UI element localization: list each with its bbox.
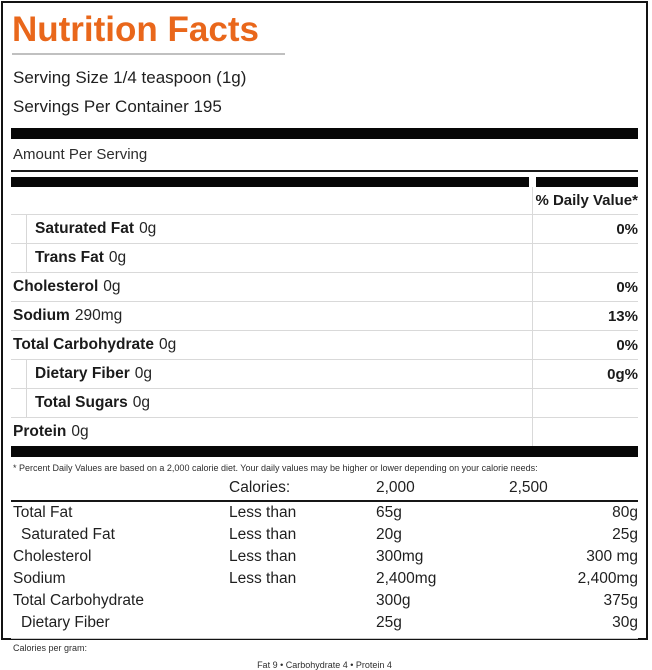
amount-per-serving-label: Amount Per Serving: [13, 146, 148, 163]
nutrient-daily-value: 0%: [532, 273, 638, 301]
nutrient-daily-value: 13%: [532, 302, 638, 330]
reference-row-total-carbohydrate: Total Carbohydrate 300g 375g: [13, 592, 638, 609]
reference-row-saturated-fat: Saturated Fat Less than 20g 25g: [21, 526, 638, 543]
nutrient-row-sodium: Sodium 290mg 13%: [11, 301, 638, 330]
daily-value-header-row: % Daily Value*: [11, 187, 638, 214]
nutrient-name: Saturated Fat: [35, 220, 135, 237]
nutrient-name: Total Carbohydrate: [13, 336, 154, 353]
col-2500-header: 2,500: [509, 479, 548, 496]
nutrient-name: Sodium: [13, 307, 70, 324]
nutrient-daily-value: 0%: [532, 215, 638, 243]
reference-row-dietary-fiber: Dietary Fiber 25g 30g: [21, 614, 638, 631]
nutrient-daily-value: 0g%: [532, 360, 638, 388]
reference-row-cholesterol: Cholesterol Less than 300mg 300 mg: [13, 548, 638, 565]
separator-bar-gap: [529, 177, 536, 187]
nutrient-amount: 0g: [108, 249, 127, 266]
nutrient-row-trans-fat: Trans Fat 0g: [11, 243, 638, 272]
nutrient-amount: 0g: [132, 394, 150, 411]
nutrient-amount: 0g: [103, 278, 121, 295]
page-title: Nutrition Facts: [12, 10, 259, 49]
reference-row-total-fat: Total Fat Less than 65g 80g: [13, 504, 638, 521]
nutrient-row-cholesterol: Cholesterol 0g 0%: [11, 272, 638, 301]
nutrient-row-dietary-fiber: Dietary Fiber 0g 0g%: [11, 359, 638, 388]
nutrient-daily-value: [532, 244, 638, 272]
calories-per-gram-values: Fat 9 • Carbohydrate 4 • Protein 4: [257, 660, 392, 670]
title-underline: [12, 53, 285, 55]
nutrient-row-protein: Protein 0g: [11, 417, 638, 446]
daily-value-header: % Daily Value*: [532, 187, 638, 214]
nutrient-daily-value: 0%: [532, 331, 638, 359]
calories-per-gram-divider: [11, 638, 638, 639]
nutrient-row-total-carbohydrate: Total Carbohydrate 0g 0%: [11, 330, 638, 359]
nutrient-daily-value: [532, 389, 638, 417]
nutrient-row-total-sugars: Total Sugars 0g: [11, 388, 638, 417]
serving-size-text: Serving Size 1/4 teaspoon (1g): [13, 68, 247, 87]
separator-bar-bottom: [11, 446, 638, 457]
nutrient-name: Dietary Fiber: [35, 365, 130, 382]
reference-row-sodium: Sodium Less than 2,400mg 2,400mg: [13, 570, 638, 587]
nutrient-amount: 290mg: [74, 307, 123, 324]
servings-per-container-text: Servings Per Container 195: [13, 97, 222, 116]
nutrient-amount: 0g: [139, 220, 157, 237]
nutrient-amount: 0g: [134, 365, 153, 382]
col-2000-header: 2,000: [376, 479, 415, 496]
thin-divider: [11, 170, 638, 172]
nutrient-name: Trans Fat: [35, 249, 104, 266]
reference-table-header-line: [11, 500, 638, 502]
reference-table-header: Calories: 2,000 2,500: [11, 476, 638, 500]
nutrient-amount: 0g: [71, 423, 89, 440]
nutrient-name: Protein: [13, 423, 67, 440]
nutrient-name: Total Sugars: [35, 394, 128, 411]
daily-value-footnote: * Percent Daily Values are based on a 2,…: [13, 463, 538, 473]
separator-bar-header: [11, 177, 638, 187]
nutrient-name: Cholesterol: [13, 278, 99, 295]
calories-per-gram-label: Calories per gram:: [13, 643, 88, 653]
nutrient-amount: 0g: [158, 336, 177, 353]
calories-header: Calories:: [229, 479, 291, 496]
nutrient-row-saturated-fat: Saturated Fat 0g 0%: [11, 214, 638, 243]
nutrient-daily-value: [532, 418, 638, 446]
separator-bar-top: [11, 128, 638, 139]
